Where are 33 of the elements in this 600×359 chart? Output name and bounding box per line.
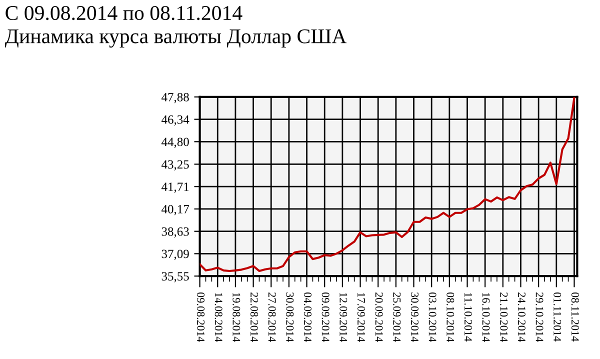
y-tick-label: 47,88 — [162, 92, 189, 104]
x-tick-label: 29.10.2014 — [536, 292, 544, 342]
x-tick-label: 09.08.2014 — [196, 292, 205, 342]
x-tick-label: 14.08.2014 — [214, 293, 222, 342]
y-tick-label: 44,80 — [162, 138, 189, 148]
x-tick-label: 09.09.2014 — [322, 292, 330, 342]
x-tick-label: 08.10.2014 — [446, 292, 454, 342]
x-tick-label: 27.08.2014 — [268, 292, 276, 342]
x-tick-label: 11.10.2014 — [464, 293, 472, 342]
x-tick-label: 04.09.2014 — [304, 292, 312, 342]
x-tick-label: 01.11.2014 — [554, 292, 562, 342]
y-tick-label: 38,63 — [162, 227, 189, 238]
x-tick-label: 30.08.2014 — [286, 292, 294, 342]
y-tick-label: 41,71 — [162, 182, 189, 193]
x-tick-label: 21.10.2014 — [500, 292, 508, 342]
x-tick-label: 16.10.2014 — [482, 293, 490, 342]
x-tick-label: 12.09.2014 — [340, 293, 348, 342]
x-tick-label: 19.08.2014 — [232, 293, 240, 342]
y-tick-label: 43,25 — [162, 160, 189, 170]
x-tick-label: 30.09.2014 — [410, 292, 418, 342]
x-tick-label: 22.08.2014 — [250, 292, 258, 342]
x-tick-label: 08.11.2014 — [571, 292, 579, 342]
x-tick-label: 17.09.2014 — [357, 293, 365, 342]
x-tick-label: 03.10.2014 — [428, 292, 436, 342]
x-tick-label: 25.09.2014 — [393, 292, 401, 342]
y-tick-label: 40,17 — [162, 204, 190, 216]
y-tick-label: 46,34 — [162, 115, 190, 126]
y-tick-label: 35,55 — [162, 272, 189, 282]
x-tick-label: 20.09.2014 — [375, 292, 383, 342]
y-tick-label: 37,09 — [162, 250, 189, 260]
chart-subtitle: Динамика курса валюты Доллар США — [4, 29, 347, 48]
x-tick-label: 24.10.2014 — [518, 292, 526, 342]
chart-title: С 09.08.2014 по 08.11.2014 — [6, 6, 242, 20]
